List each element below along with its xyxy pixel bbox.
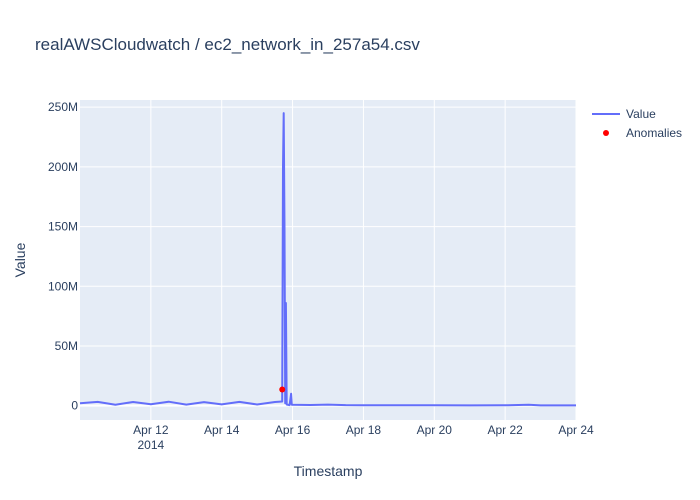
legend-item[interactable]: Anomalies (603, 126, 682, 140)
x-tick-label: Apr 12 (133, 423, 169, 437)
series-layer (79, 112, 576, 407)
anomaly-point (279, 386, 286, 393)
plot-area (80, 100, 576, 420)
y-axis-title: Value (12, 242, 28, 277)
y-tick-labels: 0 50M 100M 150M 200M 250M (48, 100, 78, 413)
y-tick-label: 200M (48, 160, 78, 174)
y-tick-label: 150M (48, 220, 78, 234)
y-tick-label: 100M (48, 279, 78, 293)
x-tick-label: Apr 18 (346, 423, 382, 437)
x-tick-label: Apr 14 (204, 423, 240, 437)
x-tick-label: Apr 22 (487, 423, 523, 437)
legend-item[interactable]: Value (592, 107, 656, 121)
series-line-value (79, 112, 576, 407)
legend-swatch-marker (603, 130, 609, 136)
y-tick-label: 50M (55, 339, 78, 353)
y-tick-label: 250M (48, 100, 78, 114)
x-tick-sublabel: 2014 (138, 438, 165, 452)
legend-label: Value (626, 107, 656, 121)
chart-title: realAWSCloudwatch / ec2_network_in_257a5… (35, 35, 420, 54)
x-axis-title: Timestamp (294, 463, 363, 479)
y-tick-label: 0 (71, 399, 78, 413)
legend[interactable]: Value Anomalies (592, 107, 682, 140)
x-tick-label: Apr 24 (558, 423, 594, 437)
legend-label: Anomalies (626, 126, 682, 140)
x-tick-label: Apr 20 (417, 423, 453, 437)
x-tick-label: Apr 16 (275, 423, 311, 437)
